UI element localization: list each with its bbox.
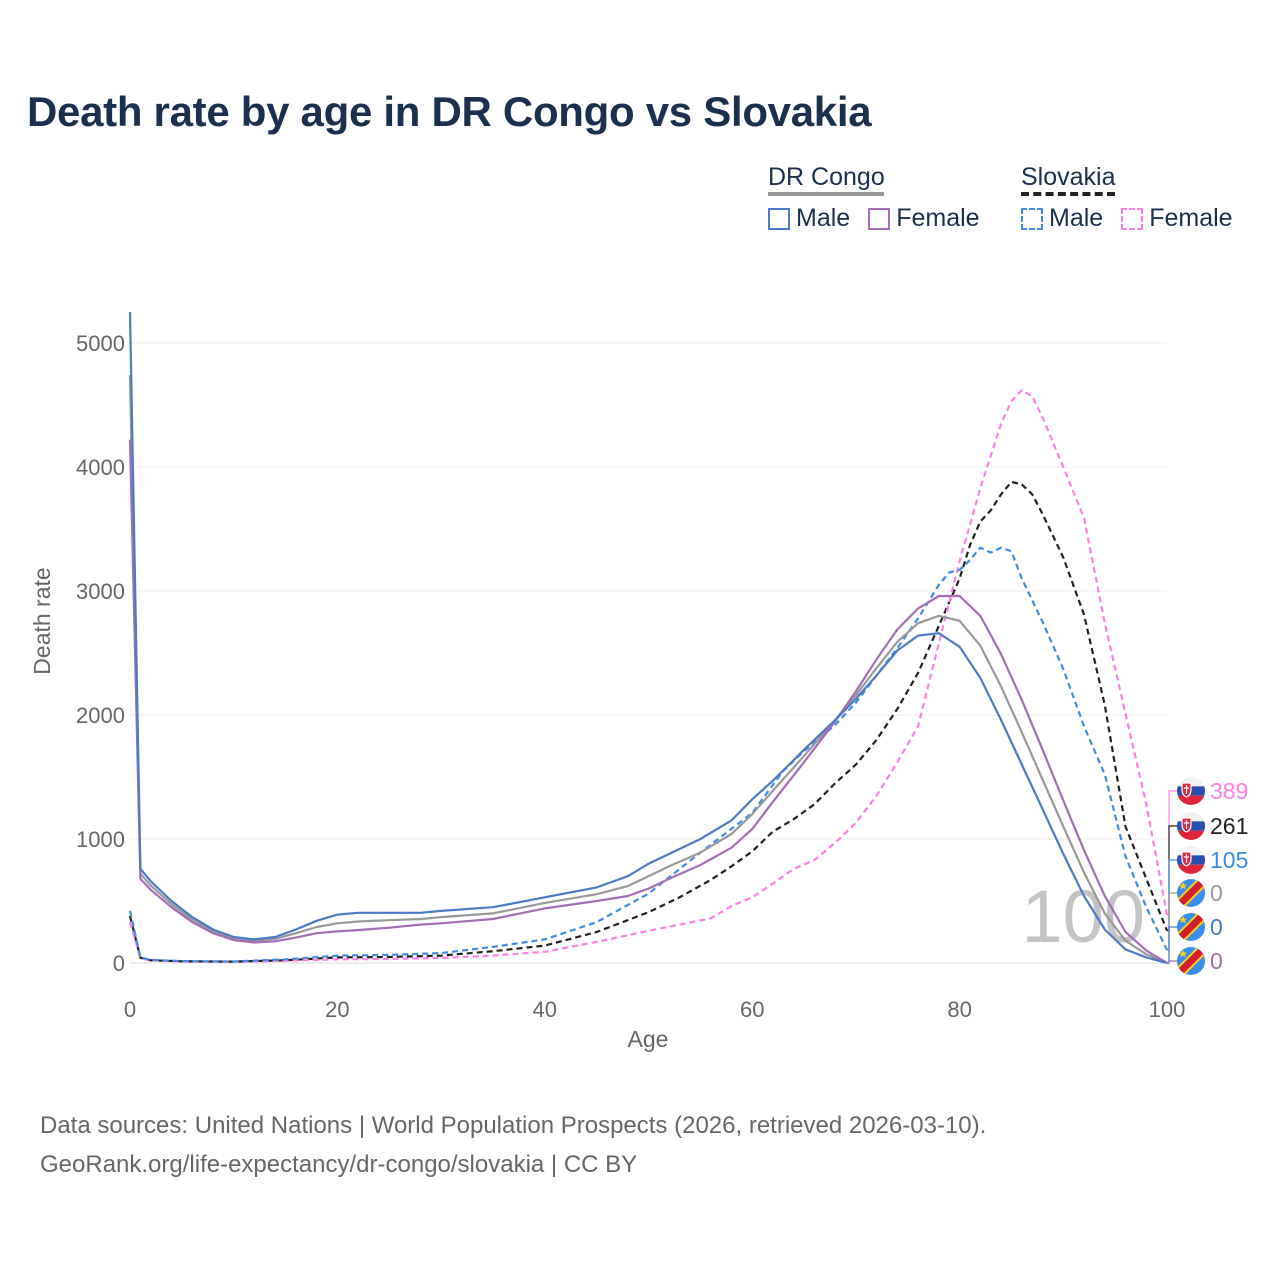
x-tick-label: 0 [124,997,136,1022]
y-tick-label: 1000 [76,827,125,852]
end-label-value: 105 [1210,847,1248,873]
series-line-dr-congo-female [128,439,1168,964]
legend-swatch [768,207,790,230]
series-line-dr-congo-male [128,311,1168,965]
source-link[interactable]: GeoRank.org/life-expectancy/dr-congo/slo… [40,1151,638,1178]
legend-label: Female [896,204,980,232]
legend-group-title: DR Congo [768,163,885,191]
legend-label: Female [1149,204,1233,232]
chart-title: Death rate by age in DR Congo vs Slovaki… [27,88,872,135]
y-tick-label: 0 [113,951,125,976]
x-tick-label: 80 [947,997,971,1022]
grid-lines [130,342,1167,964]
drcongo-flag-icon [1177,879,1205,907]
legend-group-drcongo: DR Congo Male Female [768,163,1008,243]
legend-swatch [1121,207,1144,230]
legend-group-line [768,192,884,196]
x-tick-label: 40 [533,997,557,1022]
current-age-label: 100 [1022,875,1145,958]
end-label-value: 261 [1210,813,1248,839]
legend-group-title: Slovakia [1021,163,1116,191]
y-tick-label: 5000 [76,331,125,356]
x-tick-label: 100 [1149,997,1186,1022]
series-line-slovakia-total [128,480,1169,963]
legend-swatch [868,207,891,230]
y-axis-label: Death rate [29,567,55,674]
series-lines [128,311,1169,965]
y-tick-label: 3000 [76,579,125,604]
legend-item-drcongo-female[interactable]: Female [868,204,980,233]
chart-area: 100 0 1000 2000 3000 4000 5000 0 20 40 60 80 100 D… [29,311,1248,1052]
x-tick-label: 20 [325,997,349,1022]
legend-item-slovakia-male[interactable]: Male [1021,204,1103,233]
y-tick-label: 2000 [76,703,125,728]
end-label-connector [1167,926,1179,964]
slovakia-flag-icon [1177,777,1205,805]
drcongo-flag-icon [1177,947,1205,975]
slovakia-flag-icon [1177,812,1205,840]
y-axis-ticks: 0 1000 2000 3000 4000 5000 [76,331,125,976]
data-source: Data sources: United Nations | World Pop… [40,1112,987,1139]
legend-group-slovakia: Slovakia Male Female [1021,163,1261,243]
series-line-dr-congo-total [128,375,1168,965]
series-line-slovakia-male [128,546,1168,963]
drcongo-flag-icon [1177,913,1205,941]
y-tick-label: 4000 [76,455,125,480]
slovakia-flag-icon [1177,846,1205,874]
end-label-value: 389 [1210,778,1248,804]
legend-label: Male [1049,204,1104,232]
end-labels: 389 261 105 0 0 0 [1167,777,1248,975]
series-line-slovakia-female [128,389,1169,963]
x-axis-label: Age [628,1026,669,1052]
footer: Data sources: United Nations | World Pop… [40,1106,986,1184]
legend-swatch [1021,207,1043,230]
end-label-value: 0 [1210,914,1223,940]
x-axis-ticks: 0 20 40 60 80 100 [124,997,1185,1022]
legend-label: Male [796,204,851,232]
x-tick-label: 60 [740,997,764,1022]
legend-group-line [1021,192,1115,196]
legend-item-drcongo-male[interactable]: Male [768,204,850,233]
end-label-connector [1167,960,1179,964]
end-label-value: 0 [1210,948,1223,974]
end-label-value: 0 [1210,880,1223,906]
legend-item-slovakia-female[interactable]: Female [1121,204,1233,233]
